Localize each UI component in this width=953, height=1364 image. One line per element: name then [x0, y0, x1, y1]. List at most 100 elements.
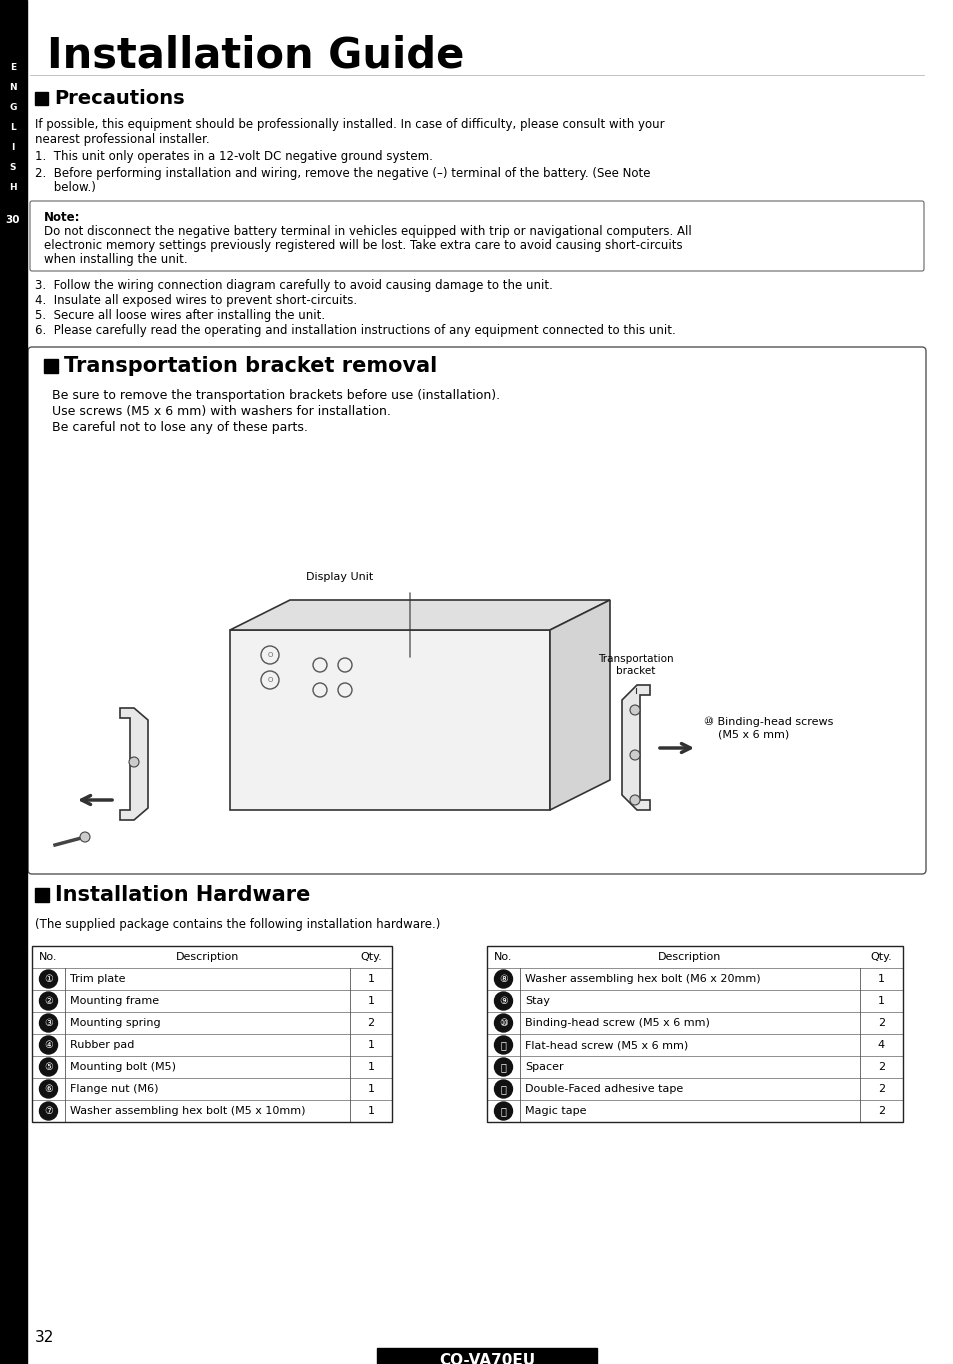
Text: 2: 2 [877, 1063, 884, 1072]
Text: Description: Description [658, 952, 720, 962]
Text: 2: 2 [877, 1018, 884, 1028]
Circle shape [39, 1037, 57, 1054]
Text: L: L [10, 124, 16, 132]
Bar [486, 947, 902, 968]
Text: Installation Guide: Installation Guide [47, 34, 464, 76]
Text: 32: 32 [35, 1330, 54, 1345]
Text: If possible, this equipment should be professionally installed. In case of diffi: If possible, this equipment should be pr… [35, 119, 664, 131]
Circle shape [494, 1058, 512, 1076]
Polygon shape [120, 708, 148, 820]
Text: 4: 4 [877, 1039, 884, 1050]
Text: Note:: Note: [44, 211, 80, 224]
Circle shape [494, 992, 512, 1009]
Text: ③: ③ [44, 1018, 52, 1028]
Circle shape [39, 1058, 57, 1076]
Text: Mounting frame: Mounting frame [70, 996, 159, 1007]
Text: 1: 1 [367, 1063, 375, 1072]
Text: 1.  This unit only operates in a 12-volt DC negative ground system.: 1. This unit only operates in a 12-volt … [35, 150, 433, 164]
Circle shape [39, 1080, 57, 1098]
Circle shape [39, 1102, 57, 1120]
Text: 3.  Follow the wiring connection diagram carefully to avoid causing damage to th: 3. Follow the wiring connection diagram … [35, 280, 553, 292]
Text: Precautions: Precautions [54, 89, 185, 108]
Text: ⑥: ⑥ [44, 1084, 52, 1094]
Circle shape [494, 1013, 512, 1033]
Bar [376, 1348, 597, 1364]
Text: Double-Faced adhesive tape: Double-Faced adhesive tape [524, 1084, 682, 1094]
Text: Washer assembling hex bolt (M6 x 20mm): Washer assembling hex bolt (M6 x 20mm) [524, 974, 760, 983]
Bar [32, 990, 392, 1012]
Text: ⑩: ⑩ [498, 1018, 507, 1028]
Circle shape [129, 757, 139, 767]
Text: ②: ② [44, 996, 52, 1007]
Text: CQ-VA70EU: CQ-VA70EU [438, 1353, 535, 1364]
Bar [32, 1078, 392, 1099]
Circle shape [39, 1013, 57, 1033]
Text: Qty.: Qty. [359, 952, 381, 962]
Text: Mounting spring: Mounting spring [70, 1018, 160, 1028]
Circle shape [629, 795, 639, 805]
Text: Flange nut (M6): Flange nut (M6) [70, 1084, 158, 1094]
Text: Washer assembling hex bolt (M5 x 10mm): Washer assembling hex bolt (M5 x 10mm) [70, 1106, 305, 1116]
Text: 2: 2 [877, 1106, 884, 1116]
Text: Installation Hardware: Installation Hardware [55, 885, 310, 904]
FancyBboxPatch shape [28, 346, 925, 874]
Circle shape [629, 705, 639, 715]
Text: Trim plate: Trim plate [70, 974, 126, 983]
Text: ①: ① [44, 974, 52, 983]
Text: 1: 1 [367, 1039, 375, 1050]
Text: Description: Description [175, 952, 239, 962]
Text: electronic memory settings previously registered will be lost. Take extra care t: electronic memory settings previously re… [44, 239, 682, 252]
Text: O: O [267, 677, 273, 683]
Text: ⑧: ⑧ [498, 974, 507, 983]
Circle shape [629, 750, 639, 760]
Bar [35, 91, 48, 105]
Bar [486, 1099, 902, 1123]
Bar [32, 947, 392, 968]
Text: ⑤: ⑤ [44, 1063, 52, 1072]
Text: Transportation bracket removal: Transportation bracket removal [64, 356, 436, 376]
Text: 1: 1 [367, 1084, 375, 1094]
Text: 6.  Please carefully read the operating and installation instructions of any equ: 6. Please carefully read the operating a… [35, 325, 675, 337]
Bar [486, 1078, 902, 1099]
Text: Qty.: Qty. [870, 952, 891, 962]
Circle shape [494, 1102, 512, 1120]
Text: Display Unit: Display Unit [306, 572, 374, 582]
Bar [486, 968, 902, 990]
Text: when installing the unit.: when installing the unit. [44, 252, 188, 266]
Text: S: S [10, 164, 16, 172]
Text: 2: 2 [367, 1018, 375, 1028]
Text: 5.  Secure all loose wires after installing the unit.: 5. Secure all loose wires after installi… [35, 310, 325, 322]
Text: 1: 1 [877, 996, 884, 1007]
Text: I: I [11, 143, 14, 153]
Text: No.: No. [494, 952, 512, 962]
Text: ⑨: ⑨ [498, 996, 507, 1007]
Bar [32, 968, 392, 990]
Text: N: N [10, 83, 17, 93]
Text: Spacer: Spacer [524, 1063, 563, 1072]
Text: G: G [10, 104, 16, 112]
Text: 30: 30 [6, 216, 20, 225]
Text: ④: ④ [44, 1039, 52, 1050]
Text: ⑭: ⑭ [500, 1106, 506, 1116]
Bar [486, 1034, 902, 1056]
Circle shape [494, 1037, 512, 1054]
Text: ⑬: ⑬ [500, 1084, 506, 1094]
Bar [486, 990, 902, 1012]
Polygon shape [550, 600, 609, 810]
Bar [32, 947, 392, 1123]
Text: Rubber pad: Rubber pad [70, 1039, 134, 1050]
Text: 4.  Insulate all exposed wires to prevent short-circuits.: 4. Insulate all exposed wires to prevent… [35, 295, 356, 307]
Text: ⑩ Binding-head screws
    (M5 x 6 mm): ⑩ Binding-head screws (M5 x 6 mm) [703, 717, 833, 739]
Bar [35, 888, 49, 902]
Text: 1: 1 [367, 974, 375, 983]
Text: Magic tape: Magic tape [524, 1106, 586, 1116]
Bar [32, 1012, 392, 1034]
FancyBboxPatch shape [30, 201, 923, 271]
Text: Be sure to remove the transportation brackets before use (installation).: Be sure to remove the transportation bra… [52, 389, 499, 402]
Bar [32, 1034, 392, 1056]
Text: Flat-head screw (M5 x 6 mm): Flat-head screw (M5 x 6 mm) [524, 1039, 687, 1050]
Text: below.): below.) [35, 181, 95, 194]
Bar [486, 947, 902, 1123]
Text: Be careful not to lose any of these parts.: Be careful not to lose any of these part… [52, 421, 308, 434]
Text: Mounting bolt (M5): Mounting bolt (M5) [70, 1063, 175, 1072]
